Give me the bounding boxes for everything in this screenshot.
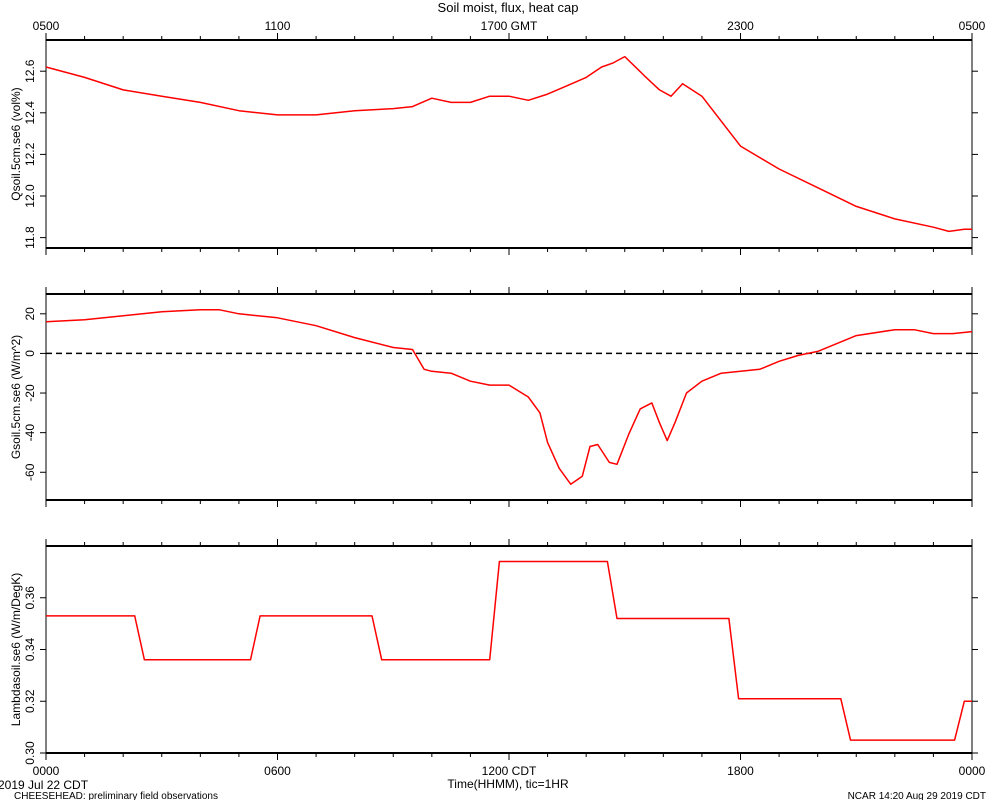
top-x-tick-label: 1700 GMT: [481, 19, 538, 33]
y-tick-label: 12.4: [23, 101, 37, 125]
top-x-tick-label: 0500: [33, 19, 60, 33]
y-tick-label: -60: [23, 463, 37, 481]
top-x-axis-labels: 0500 1100 1700 GMT 2300 0500: [33, 19, 986, 33]
bottom-x-tick-label: 0000: [33, 764, 60, 778]
series-line: [46, 560, 972, 741]
top-x-tick-label: 1100: [265, 19, 291, 33]
plot-frame: [45, 545, 973, 754]
top-x-tick-label: 0500: [959, 19, 986, 33]
plot-frame: [45, 39, 973, 249]
y-axis-label: Gsoil.5cm.se6 (W/m^2): [9, 335, 23, 459]
y-tick-label: 0.34: [23, 637, 37, 661]
bottom-x-tick-label: 0600: [264, 764, 291, 778]
bottom-x-axis-labels: 0000 0600 1200 CDT 1800 0000: [33, 764, 986, 778]
plot-frame: [45, 293, 973, 501]
y-tick-label: 0.36: [23, 586, 37, 610]
y-tick-label: 11.8: [23, 226, 37, 249]
y-tick-label: -20: [23, 384, 37, 402]
footer-stamp: NCAR 14:20 Aug 29 2019 CDT: [848, 791, 986, 800]
footer-date: 2019 Jul 22 CDT: [0, 778, 89, 792]
y-tick-label: 12.0: [23, 184, 37, 208]
y-tick-label: 0: [23, 350, 37, 357]
series-line: [45, 55, 972, 233]
y-axis-label: Lambdasoil.se6 (W/m/DegK): [9, 573, 23, 726]
footer-project: CHEESEHEAD: preliminary field observatio…: [14, 791, 218, 800]
y-tick-label: 0.30: [23, 741, 37, 765]
y-tick-label: 20: [23, 307, 37, 321]
bottom-x-tick-label: 1800: [727, 764, 754, 778]
y-axis-label: Qsoil.5cm.se6 (vol%): [9, 87, 23, 200]
bottom-x-tick-label: 1200 CDT: [482, 764, 537, 778]
series-line: [45, 309, 973, 485]
bottom-x-tick-label: 0000: [959, 764, 986, 778]
top-x-tick-label: 2300: [727, 19, 754, 33]
y-tick-label: 12.2: [23, 142, 37, 166]
y-tick-label: 12.6: [23, 59, 37, 83]
chart-title: Soil moist, flux, heat cap: [438, 0, 579, 15]
y-tick-label: 0.32: [23, 689, 37, 713]
x-axis-label: Time(HHMM), tic=1HR: [447, 777, 569, 791]
y-tick-label: -40: [23, 424, 37, 442]
